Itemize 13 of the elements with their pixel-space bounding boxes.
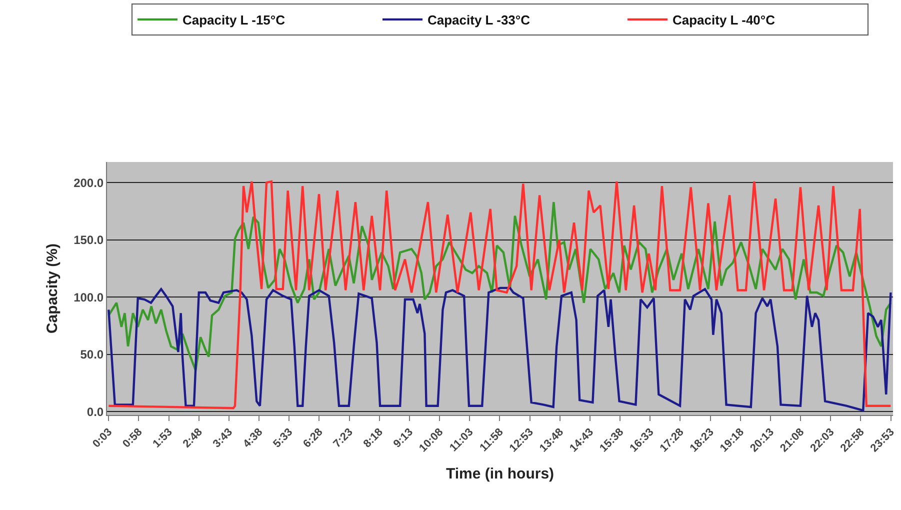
- y-tick-label: 150.0: [74, 233, 104, 248]
- y-tick-label: 50.0: [80, 348, 104, 362]
- y-tick-label: 0.0: [86, 404, 104, 419]
- y-tick-label: 100.0: [74, 290, 104, 304]
- y-axis-title: Capacity (%): [44, 243, 61, 334]
- line-series: [108, 200, 892, 372]
- line-series: [108, 286, 892, 412]
- legend-label: Capacity L -15°C: [182, 12, 286, 28]
- line-series: [108, 180, 892, 410]
- x-axis-title: Time (in hours): [446, 466, 554, 483]
- legend-label: Capacity L -33°C: [428, 12, 531, 28]
- legend-label: Capacity L -40°C: [672, 12, 776, 28]
- y-tick-label: 200.0: [74, 176, 104, 190]
